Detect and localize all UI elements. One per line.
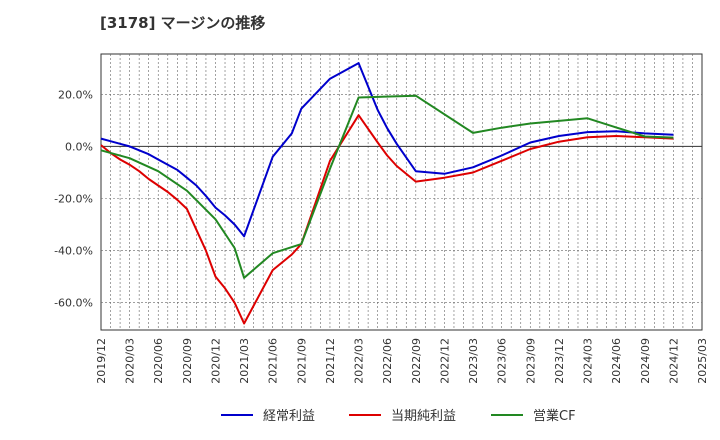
horizontal-gridlines <box>101 94 702 303</box>
legend-label: 営業CF <box>533 408 576 424</box>
y-tick-label: -40.0% <box>54 245 93 258</box>
series-line <box>100 94 674 279</box>
legend: 経常利益 当期純利益 営業CF <box>221 408 576 424</box>
legend-label: 当期純利益 <box>391 409 456 424</box>
y-tick-label: -60.0% <box>54 297 93 310</box>
x-tick-label: 2020/06 <box>152 338 165 384</box>
x-tick-label: 2023/03 <box>467 338 480 384</box>
x-tick-label: 2023/06 <box>496 338 509 384</box>
x-tick-label: 2024/03 <box>582 338 595 384</box>
y-axis-tick-labels: 20.0% 0.0% -20.0% -40.0% -60.0% <box>54 88 93 309</box>
x-tick-label: 2022/12 <box>438 338 451 384</box>
x-tick-label: 2024/09 <box>639 338 652 384</box>
series-line <box>100 62 674 238</box>
y-tick-label: 20.0% <box>58 88 93 101</box>
x-tick-label: 2020/12 <box>209 338 222 384</box>
x-tick-label: 2019/12 <box>95 338 108 384</box>
x-tick-label: 2024/12 <box>667 338 680 384</box>
x-tick-label: 2021/12 <box>324 338 337 384</box>
y-tick-label: 0.0% <box>65 140 93 153</box>
chart-title: [3178] マージンの推移 <box>100 14 266 32</box>
x-tick-label: 2025/03 <box>696 338 709 384</box>
series-lines <box>100 62 674 325</box>
x-tick-label: 2022/09 <box>410 338 423 384</box>
x-tick-label: 2022/06 <box>381 338 394 384</box>
y-tick-label: -20.0% <box>54 193 93 206</box>
x-tick-label: 2024/06 <box>610 338 623 384</box>
x-tick-label: 2021/06 <box>267 338 280 384</box>
x-axis-tick-labels: 2019/12 2020/03 2020/06 2020/09 2020/12 2021/… <box>95 338 709 384</box>
x-tick-label: 2020/09 <box>181 338 194 384</box>
series-line <box>100 114 674 325</box>
legend-label: 経常利益 <box>263 409 315 424</box>
x-tick-label: 2020/03 <box>124 338 137 384</box>
x-tick-label: 2022/03 <box>353 338 366 384</box>
x-tick-label: 2023/12 <box>553 338 566 384</box>
x-tick-label: 2021/09 <box>295 338 308 384</box>
x-tick-label: 2023/09 <box>524 338 537 384</box>
x-tick-label: 2021/03 <box>238 338 251 384</box>
